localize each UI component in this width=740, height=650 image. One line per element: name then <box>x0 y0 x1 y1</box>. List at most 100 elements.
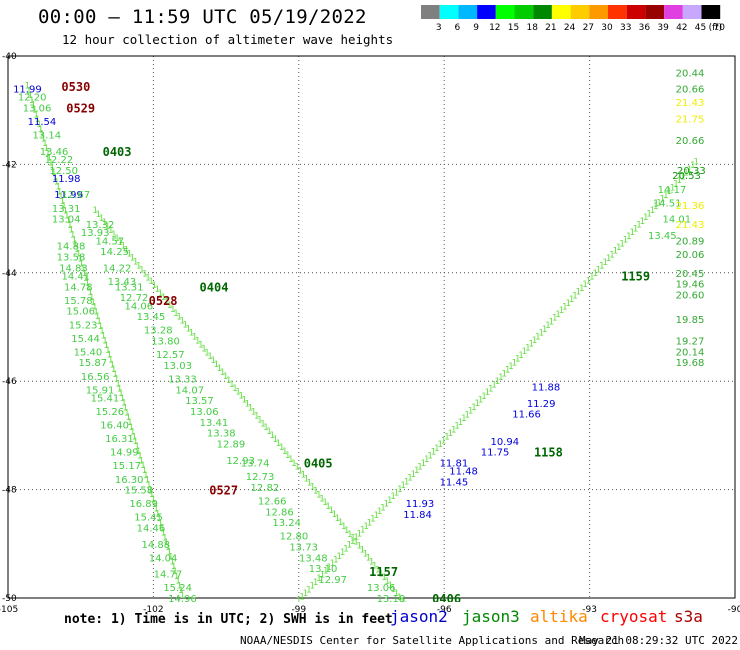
track-tick: 1 <box>86 283 92 293</box>
track-tick: 1 <box>291 459 297 469</box>
note-text: note: 1) Time is in UTC; 2) SWH is in fe… <box>64 612 393 627</box>
track-tick: 1 <box>424 455 430 465</box>
track-tick: 1 <box>164 297 170 307</box>
track-tick: 1 <box>150 495 156 505</box>
track-tick: 1 <box>528 340 534 350</box>
data-point: 12.82 <box>251 483 280 494</box>
track-tick: 1 <box>279 443 285 453</box>
legend-swatch-6 <box>439 5 459 19</box>
track-tick: 1 <box>120 242 126 252</box>
track-tick: 1 <box>384 577 390 587</box>
track-tick: 1 <box>307 478 313 488</box>
track-tick: 1 <box>99 327 105 337</box>
track-tick: 1 <box>297 467 303 477</box>
data-point: 13.06 <box>23 103 52 114</box>
data-point: 15.41 <box>91 393 120 404</box>
track-tick: 1 <box>394 489 400 499</box>
track-tick: 1 <box>61 202 67 212</box>
data-point: 13.10 <box>309 564 338 575</box>
track-tick: 1 <box>525 343 531 353</box>
data-point: 14.07 <box>175 385 204 396</box>
track-tick: 1 <box>377 507 383 517</box>
track-tick: 1 <box>140 461 146 471</box>
mission-jason3: jason3 <box>462 607 520 626</box>
x-tick-label: -105 <box>0 605 18 615</box>
track-tick: 1 <box>161 293 167 303</box>
track-tick: 1 <box>410 470 416 480</box>
data-point: 11.84 <box>403 510 432 521</box>
track-tick: 1 <box>325 502 331 512</box>
track-tick: 1 <box>505 366 511 376</box>
data-point: 14.17 <box>658 185 687 196</box>
track-tick: 1 <box>606 254 612 264</box>
track-tick: 1 <box>575 288 581 298</box>
x-tick-label: -90 <box>728 605 740 615</box>
time-label: 0404 <box>200 280 229 294</box>
edge-value: 20.44 <box>676 68 705 79</box>
track-tick: 1 <box>115 380 121 390</box>
data-point: 15.45 <box>134 513 163 524</box>
track-tick: 1 <box>285 451 291 461</box>
track-tick: 1 <box>145 273 151 283</box>
data-point: 13.41 <box>200 418 229 429</box>
data-point: 14.06 <box>125 301 154 312</box>
track-tick: 1 <box>633 224 639 234</box>
track-tick: 1 <box>332 510 338 520</box>
y-tick-label: -46 <box>2 377 17 387</box>
track-tick: 1 <box>328 506 334 516</box>
track-tick: 1 <box>127 250 133 260</box>
data-point: 13.73 <box>289 543 318 554</box>
track-tick: 1 <box>87 288 93 298</box>
legend-label: 39 <box>657 23 669 33</box>
mission-jason2: jason2 <box>390 607 448 626</box>
track-tick: 1 <box>147 485 153 495</box>
data-point: 15.40 <box>74 347 103 358</box>
track-tick: 1 <box>397 485 403 495</box>
track-tick: 1 <box>431 448 437 458</box>
legend-label: 18 <box>526 23 538 33</box>
track-tick: 1 <box>136 447 142 457</box>
track-tick: 1 <box>582 280 588 290</box>
track-tick: 1 <box>359 546 365 556</box>
track-tick: 1 <box>569 295 575 305</box>
track-tick: 1 <box>341 522 347 532</box>
data-point: 13.45 <box>648 231 677 242</box>
track-tick: 1 <box>269 431 275 441</box>
track-tick: 1 <box>538 329 544 339</box>
track-tick: 1 <box>54 178 60 188</box>
track-tick: 1 <box>27 91 33 101</box>
track-tick: 1 <box>592 269 598 279</box>
data-point: 15.58 <box>125 486 154 497</box>
track-tick: 1 <box>562 302 568 312</box>
track-tick: 1 <box>159 524 165 534</box>
data-point: 13.31 <box>115 282 144 293</box>
track-tick: 1 <box>223 372 229 382</box>
track-tick: 1 <box>153 504 159 514</box>
track-tick: 1 <box>572 291 578 301</box>
track-tick: 1 <box>104 341 110 351</box>
data-point: 12.93 <box>226 456 255 467</box>
track-tick: 1 <box>101 331 107 341</box>
track-tick: 1 <box>451 425 457 435</box>
track-tick: 1 <box>623 236 629 246</box>
edge-value: 21.43 <box>676 98 705 109</box>
track-tick: 1 <box>602 258 608 268</box>
data-point: 12.80 <box>280 532 309 543</box>
data-point: 11.81 <box>440 459 469 470</box>
data-point: 13.31 <box>52 204 81 215</box>
data-point: 13.18 <box>377 594 406 605</box>
track-tick: 1 <box>390 492 396 502</box>
track-tick: 1 <box>85 279 91 289</box>
track-0527-0530: 1111111111111111111111111111111111111111… <box>25 82 186 601</box>
data-point: 11.93 <box>406 499 435 510</box>
data-point: 15.78 <box>64 296 93 307</box>
track-tick: 1 <box>108 355 114 365</box>
track-tick: 1 <box>26 86 32 96</box>
track-tick: 1 <box>161 529 167 539</box>
legend-swatch-36 <box>626 5 646 19</box>
data-point: 14.25 <box>100 247 129 258</box>
track-tick: 1 <box>162 533 168 543</box>
track-tick: 1 <box>545 321 551 331</box>
